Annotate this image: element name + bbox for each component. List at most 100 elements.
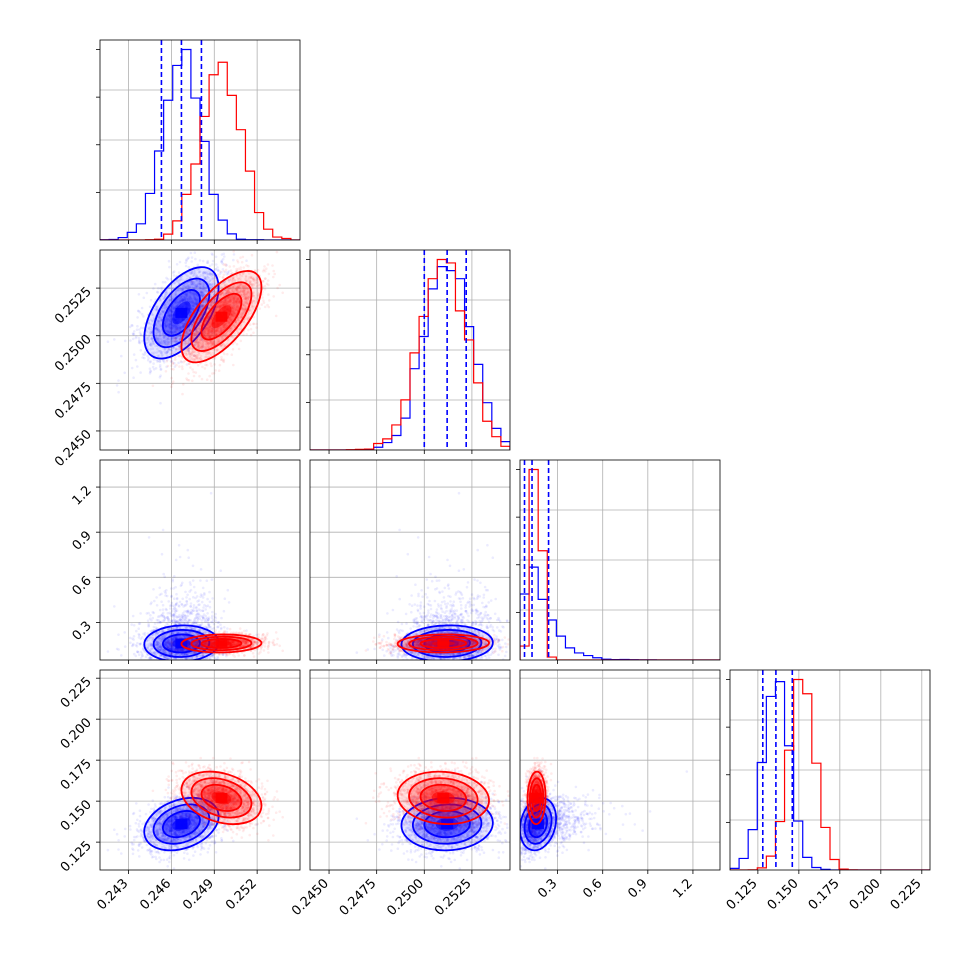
data-point	[261, 296, 264, 299]
data-point	[147, 340, 151, 344]
data-point	[208, 282, 211, 286]
data-point	[177, 328, 181, 332]
data-point	[185, 363, 189, 366]
data-point	[135, 644, 139, 648]
data-point	[171, 331, 175, 335]
data-point	[200, 377, 204, 381]
data-point	[177, 281, 181, 285]
data-point	[134, 336, 138, 340]
data-point	[170, 382, 174, 386]
data-point	[164, 325, 167, 328]
data-point	[189, 251, 193, 255]
data-point	[192, 609, 195, 612]
data-point	[218, 243, 221, 246]
data-point	[162, 310, 165, 313]
data-point	[169, 321, 173, 324]
data-point	[210, 252, 214, 255]
data-point	[161, 603, 165, 607]
data-point	[176, 335, 179, 339]
data-point	[190, 280, 193, 283]
data-point	[164, 324, 168, 327]
data-point	[218, 363, 222, 367]
data-point	[180, 299, 183, 303]
data-point	[178, 555, 182, 559]
data-point	[142, 315, 145, 318]
data-point	[169, 338, 172, 341]
data-point	[149, 614, 152, 617]
data-point	[233, 246, 236, 249]
data-point	[192, 280, 195, 284]
data-point	[136, 324, 139, 328]
data-point	[206, 261, 210, 264]
data-point	[143, 353, 146, 357]
data-point	[165, 324, 168, 328]
data-point	[235, 342, 239, 346]
data-point	[141, 356, 144, 359]
data-point	[167, 311, 170, 314]
data-point	[175, 326, 179, 330]
data-point	[201, 294, 205, 298]
data-point	[186, 284, 189, 287]
data-point	[205, 242, 208, 245]
data-point	[184, 293, 188, 297]
data-point	[168, 319, 172, 322]
data-point	[178, 300, 181, 304]
data-point	[169, 327, 172, 330]
data-point	[174, 326, 178, 329]
data-point	[166, 331, 170, 334]
data-point	[165, 343, 169, 347]
data-point	[152, 358, 156, 361]
data-point	[184, 319, 187, 322]
data-point	[176, 340, 179, 343]
data-point	[159, 368, 163, 371]
data-point	[226, 278, 229, 282]
data-point	[174, 337, 177, 340]
data-point	[160, 354, 164, 358]
data-point	[213, 363, 216, 366]
data-point	[189, 300, 192, 303]
data-point	[199, 579, 202, 582]
data-point	[220, 616, 223, 620]
data-point	[159, 342, 162, 345]
data-point	[174, 336, 177, 340]
data-point	[208, 270, 211, 273]
data-point	[189, 329, 192, 333]
data-point	[200, 290, 203, 293]
data-point	[223, 292, 226, 296]
density-peak-series-1	[215, 311, 228, 322]
data-point	[281, 291, 284, 295]
data-point	[267, 293, 270, 296]
data-point	[197, 282, 201, 285]
data-point	[156, 291, 159, 294]
data-point	[192, 294, 196, 297]
data-point	[198, 282, 201, 285]
data-point	[187, 372, 190, 375]
data-point	[188, 581, 192, 584]
data-point	[177, 330, 180, 333]
data-point	[231, 348, 235, 351]
data-point	[169, 348, 172, 352]
data-point	[190, 282, 194, 286]
data-point	[137, 293, 141, 296]
data-point	[161, 611, 165, 615]
data-point	[204, 287, 207, 290]
data-point	[197, 284, 200, 288]
data-point	[174, 348, 178, 352]
data-point	[171, 340, 175, 343]
data-point	[182, 297, 185, 301]
data-point	[191, 305, 194, 308]
data-point	[211, 282, 215, 286]
data-point	[201, 287, 205, 291]
data-point	[256, 268, 260, 272]
data-point	[224, 268, 228, 272]
data-point	[129, 339, 132, 342]
data-point	[266, 263, 270, 266]
data-point	[172, 274, 176, 277]
data-point	[175, 339, 178, 342]
data-point	[190, 285, 193, 289]
data-point	[166, 364, 170, 368]
data-point	[258, 247, 261, 250]
histogram-series-1	[310, 258, 510, 450]
data-point	[192, 292, 195, 296]
data-point	[156, 330, 160, 333]
